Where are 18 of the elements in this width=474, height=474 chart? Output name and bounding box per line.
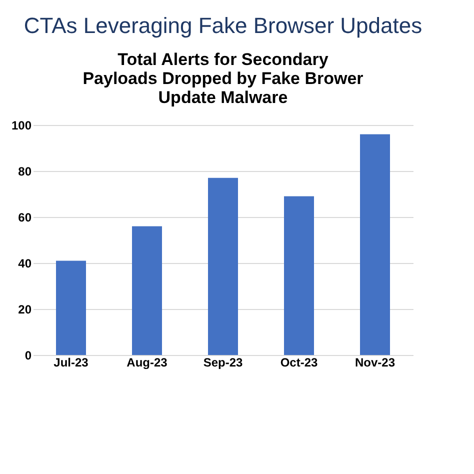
x-tick-label: Nov-23	[354, 356, 396, 370]
y-tick-label: 100	[11, 118, 32, 132]
y-tick-label: 20	[18, 302, 32, 316]
x-tick-label: Jul-23	[54, 356, 89, 370]
y-tick-label: 80	[18, 164, 32, 178]
y-tick-label: 40	[18, 256, 32, 270]
y-tick-label: 60	[18, 210, 32, 224]
bar	[132, 226, 162, 355]
y-tick-label: 0	[24, 348, 32, 362]
x-tick-label: Oct-23	[280, 356, 318, 370]
chart-title: CTAs Leveraging Fake Browser Updates	[24, 13, 422, 38]
x-tick-label: Aug-23	[126, 356, 168, 370]
bar	[208, 178, 238, 355]
bar	[56, 260, 86, 355]
x-tick-label: Sep-23	[203, 356, 243, 370]
bar	[360, 134, 390, 355]
bar	[284, 196, 314, 355]
chart-subtitle: Total Alerts for Secondary Payloads Dropped by Fake Brower Update Malware	[82, 50, 364, 107]
